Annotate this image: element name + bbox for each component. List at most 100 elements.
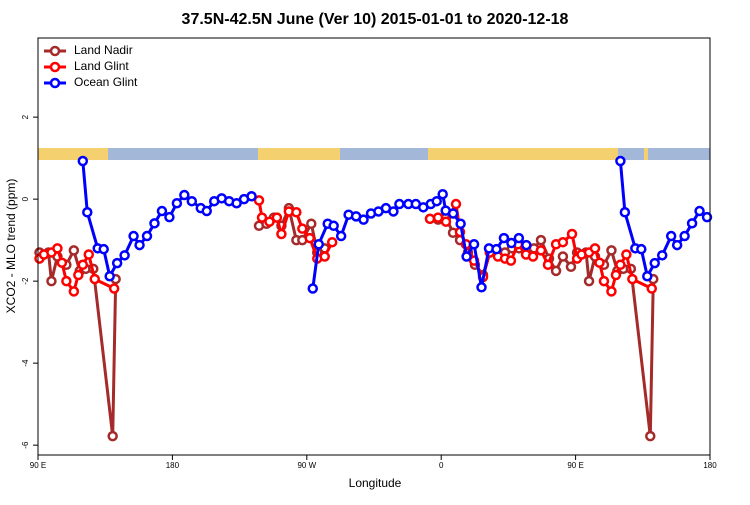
data-point: [134, 239, 145, 251]
data-point: [542, 259, 554, 270]
data-point: [521, 239, 532, 251]
data-point: [450, 198, 462, 210]
data-point: [686, 218, 698, 229]
land-strip: [258, 148, 340, 160]
data-point: [68, 286, 80, 297]
y-tick-label: -2: [21, 277, 30, 285]
data-point: [104, 270, 115, 282]
data-point: [335, 230, 347, 242]
data-point: [645, 430, 656, 442]
data-point: [61, 275, 72, 287]
data-point: [606, 245, 617, 256]
x-tick-label: 90 W: [297, 461, 316, 470]
y-axis-label: XCO2 - MLO trend (ppm): [4, 179, 18, 314]
data-point: [328, 220, 339, 232]
data-point: [253, 195, 265, 206]
data-point: [606, 286, 617, 297]
data-point: [52, 243, 63, 254]
legend-label: Land Glint: [74, 59, 129, 73]
data-point: [186, 195, 198, 207]
data-point: [256, 212, 268, 223]
data-point: [671, 239, 683, 251]
data-point: [461, 251, 472, 262]
data-point: [646, 283, 658, 294]
data-point: [149, 218, 160, 229]
data-point: [77, 155, 89, 167]
data-point: [621, 249, 632, 260]
data-point: [297, 223, 308, 234]
x-tick-label: 0: [439, 461, 444, 470]
legend-marker: [49, 61, 61, 73]
data-point: [619, 207, 631, 218]
data-point: [557, 251, 569, 262]
data-point: [694, 205, 705, 217]
data-point: [291, 207, 302, 218]
legend-marker: [49, 45, 61, 57]
data-point: [128, 230, 139, 242]
data-point: [108, 283, 120, 294]
data-point: [476, 282, 487, 293]
data-point: [319, 251, 330, 262]
data-point: [565, 261, 577, 273]
x-tick-label: 180: [166, 461, 180, 470]
data-point: [68, 245, 80, 256]
data-point: [326, 236, 338, 248]
legend-label: Ocean Glint: [74, 75, 138, 89]
data-point: [119, 250, 130, 261]
land-strip: [428, 148, 618, 160]
data-point: [313, 238, 324, 250]
data-point: [107, 430, 118, 442]
data-point: [649, 257, 660, 269]
y-tick-label: -6: [21, 441, 30, 449]
data-point: [440, 216, 452, 227]
data-point: [665, 230, 677, 242]
data-point: [506, 237, 517, 249]
data-point: [231, 197, 242, 209]
data-point: [679, 230, 690, 242]
data-point: [141, 230, 153, 242]
data-point: [615, 155, 626, 167]
data-point: [246, 191, 257, 202]
data-point: [498, 232, 510, 244]
land-strip: [38, 148, 108, 160]
data-point: [264, 216, 275, 227]
data-point: [306, 218, 317, 229]
data-point: [83, 249, 95, 260]
data-point: [447, 208, 459, 219]
data-point: [589, 243, 601, 254]
data-point: [304, 232, 316, 244]
data-point: [46, 275, 57, 287]
data-point: [307, 283, 319, 294]
data-point: [171, 197, 183, 209]
land-strip: [644, 148, 648, 160]
x-tick-label: 90 E: [30, 461, 46, 470]
y-tick-label: -4: [21, 359, 30, 367]
data-point: [610, 269, 622, 281]
data-point: [437, 188, 448, 200]
data-point: [164, 211, 175, 223]
data-point: [656, 250, 668, 261]
data-point: [432, 212, 444, 223]
data-point: [594, 257, 605, 268]
data-point: [56, 257, 68, 268]
data-point: [89, 273, 100, 285]
data-point: [550, 265, 562, 277]
data-point: [424, 213, 436, 225]
x-axis-label: Longitude: [349, 476, 402, 490]
map-strip: [38, 148, 710, 160]
data-point: [505, 255, 517, 266]
data-point: [431, 195, 442, 207]
data-point: [394, 198, 405, 210]
data-point: [201, 205, 212, 217]
data-point: [701, 211, 713, 223]
chart-title: 37.5N-42.5N June (Ver 10) 2015-01-01 to …: [182, 11, 569, 28]
data-point: [598, 275, 610, 287]
legend-marker: [49, 77, 61, 89]
x-tick-label: 180: [703, 461, 717, 470]
plot-area: [34, 155, 713, 442]
data-point: [77, 259, 89, 270]
y-tick-label: 2: [21, 114, 30, 119]
data-point: [636, 243, 647, 255]
data-point: [276, 228, 287, 240]
data-point: [535, 234, 547, 246]
